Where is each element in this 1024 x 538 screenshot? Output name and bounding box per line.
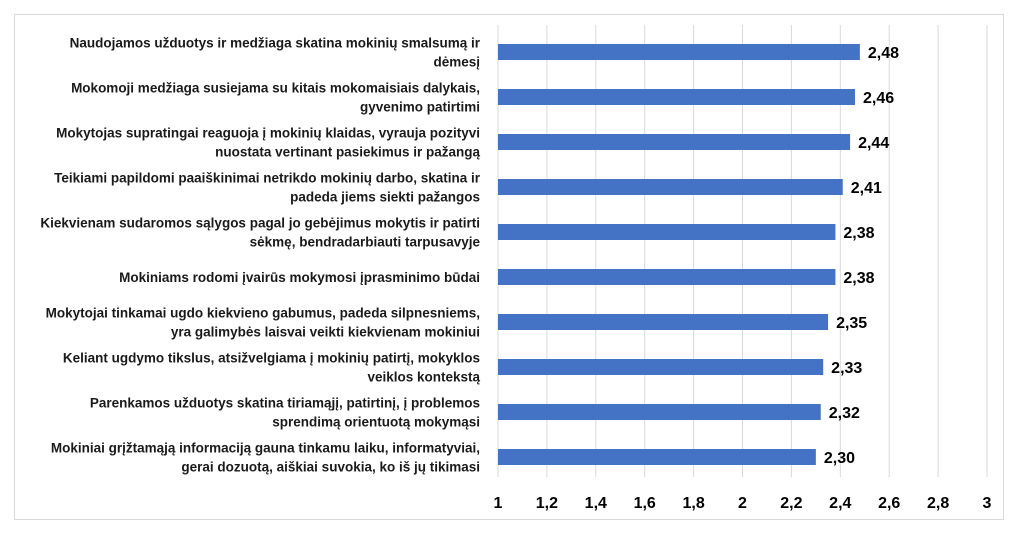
category-label: padeda jiems siekti pažangos xyxy=(290,190,480,205)
category-label: dėmesį xyxy=(433,55,480,70)
category-label: Mokiniai grįžtamąją informaciją gauna ti… xyxy=(51,441,480,456)
category-label: Keliant ugdymo tikslus, atsižvelgiama į … xyxy=(63,351,480,366)
data-label: 2,46 xyxy=(863,90,894,107)
x-tick-label: 2 xyxy=(738,495,747,512)
data-label: 2,44 xyxy=(858,135,889,152)
x-tick-label: 2,6 xyxy=(878,495,900,512)
x-tick-label: 2,4 xyxy=(829,495,851,512)
category-label: veiklos kontekstą xyxy=(367,370,480,385)
bar xyxy=(498,224,836,240)
chart-frame: Naudojamos užduotys ir medžiaga skatina … xyxy=(14,14,1004,520)
category-label: Naudojamos užduotys ir medžiaga skatina … xyxy=(70,36,481,51)
bar xyxy=(498,269,836,285)
category-label: nuostata vertinant pasiekimus ir pažangą xyxy=(215,145,480,160)
x-tick-label: 3 xyxy=(983,495,992,512)
category-label: Mokiniams rodomi įvairūs mokymosi įprasm… xyxy=(119,270,480,285)
category-label: Kiekvienam sudaromos sąlygos pagal jo ge… xyxy=(40,216,480,231)
category-label: sėkmę, bendradarbiauti tarpusavyje xyxy=(250,235,481,250)
category-label: sprendimą orientuotą mokymąsi xyxy=(272,415,480,430)
value-labels: 2,48 2,46 2,44 2,41 2,38 2,38 2,35 2,33 2,32 2,30 xyxy=(824,45,899,467)
bar xyxy=(498,314,829,330)
data-label: 2,38 xyxy=(843,225,874,242)
data-label: 2,41 xyxy=(851,180,882,197)
x-tick-label: 1 xyxy=(494,495,503,512)
category-label: Parenkamos užduotys skatina tiriamąjį, p… xyxy=(90,396,480,411)
x-axis-ticks: 1 1,2 1,4 1,6 1,8 2 2,2 2,4 2,6 2,8 3 xyxy=(494,495,992,512)
data-label: 2,35 xyxy=(836,315,867,332)
bar xyxy=(498,179,843,195)
bar xyxy=(498,44,860,60)
bar xyxy=(498,89,855,105)
data-label: 2,48 xyxy=(868,45,899,62)
data-label: 2,32 xyxy=(829,405,860,422)
bars xyxy=(498,44,860,465)
category-label: Mokytojai tinkamai ugdo kiekvieno gabumu… xyxy=(46,306,480,321)
category-label: yra galimybės laisvai veikti kiekvienam … xyxy=(171,325,480,340)
category-label: gerai dozuotą, aiškiai suvokia, ko iš jų… xyxy=(181,460,480,475)
x-tick-label: 1,4 xyxy=(585,495,607,512)
bar xyxy=(498,449,816,465)
bar xyxy=(498,359,824,375)
x-tick-label: 2,8 xyxy=(927,495,949,512)
x-tick-label: 2,2 xyxy=(780,495,802,512)
category-label: Mokomoji medžiaga susiejama su kitais mo… xyxy=(71,81,480,96)
x-tick-label: 1,8 xyxy=(682,495,704,512)
x-tick-label: 1,6 xyxy=(634,495,656,512)
category-label: Mokytojas supratingai reaguoja į mokinių… xyxy=(56,126,480,141)
data-label: 2,33 xyxy=(831,360,862,377)
category-labels: Naudojamos užduotys ir medžiaga skatina … xyxy=(40,36,480,475)
category-label: Teikiami papildomi paaiškinimai netrikdo… xyxy=(54,171,481,186)
data-label: 2,38 xyxy=(843,270,874,287)
bar-chart: Naudojamos užduotys ir medžiaga skatina … xyxy=(40,25,992,512)
bar xyxy=(498,404,821,420)
x-tick-label: 1,2 xyxy=(536,495,558,512)
data-label: 2,30 xyxy=(824,450,855,467)
category-label: gyvenimo patirtimi xyxy=(360,100,480,115)
bar xyxy=(498,134,851,150)
